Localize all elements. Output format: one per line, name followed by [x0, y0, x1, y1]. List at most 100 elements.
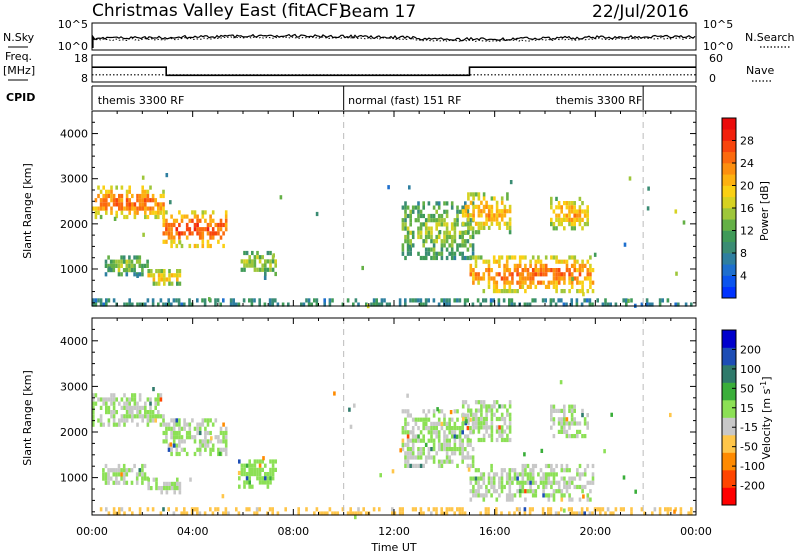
echo-cell — [565, 268, 569, 273]
echo-cell — [107, 511, 111, 516]
echo-cell — [144, 302, 147, 307]
echo-cell — [310, 302, 313, 307]
echo-cell — [404, 255, 407, 261]
echo-cell — [495, 507, 498, 512]
echo-cell — [146, 193, 150, 199]
echo-cell — [445, 459, 449, 464]
echo-cell — [477, 421, 481, 426]
echo-cell — [477, 484, 480, 490]
echo-cell — [163, 486, 166, 491]
echo-cell — [508, 480, 512, 485]
echo-cell — [117, 463, 121, 469]
echo-cell — [432, 205, 436, 210]
echo-cell — [544, 272, 548, 277]
echo-cell — [437, 302, 441, 307]
echo-cell — [526, 489, 530, 494]
echo-cell — [508, 255, 512, 260]
echo-cell — [406, 243, 410, 248]
echo-cell — [237, 302, 241, 307]
echo-cell — [443, 421, 446, 426]
echo-cell — [492, 255, 496, 260]
echo-cell — [555, 489, 558, 494]
echo-cell — [141, 476, 144, 481]
echo-cell — [128, 397, 131, 402]
echo-cell — [357, 507, 360, 512]
echo-cell — [658, 507, 662, 512]
echo-cell — [271, 302, 274, 307]
echo-cell — [422, 434, 425, 439]
echo-cell — [506, 408, 509, 413]
echo-cell — [422, 205, 425, 210]
echo-cell — [555, 280, 558, 285]
echo-cell — [193, 227, 197, 232]
echo-cell — [466, 442, 470, 447]
echo-cell — [490, 429, 494, 434]
echo-cell — [466, 255, 470, 261]
echo-cell — [172, 511, 176, 516]
echo-cell — [248, 484, 251, 489]
echo-cell — [147, 481, 150, 486]
echo-cell — [253, 463, 257, 468]
echo-cell — [256, 467, 259, 472]
echo-cell — [581, 434, 584, 439]
echo-cell — [472, 217, 475, 222]
echo-cell — [133, 405, 137, 410]
echo-cell — [133, 272, 136, 277]
echo-cell — [480, 437, 483, 443]
echo-cell — [201, 298, 204, 303]
echo-cell — [432, 447, 436, 452]
echo-cell — [578, 429, 582, 434]
echo-cell — [487, 480, 491, 485]
echo-cell — [513, 268, 517, 273]
echo-cell — [508, 472, 512, 477]
echo-cell — [469, 417, 472, 422]
echo-cell — [448, 243, 451, 248]
echo-cell — [487, 476, 491, 481]
echo-cell — [557, 201, 561, 206]
echo-cell — [105, 193, 108, 199]
echo-cell — [112, 422, 116, 427]
echo-cell — [440, 463, 444, 468]
echo-cell — [110, 210, 113, 215]
y-tick-label: 3000 — [60, 380, 88, 393]
colorbar-tick-label: 28 — [740, 135, 754, 148]
echo-cell — [406, 393, 409, 398]
echo-cell — [531, 463, 535, 469]
echo-cell — [526, 472, 530, 477]
echo-cell — [162, 210, 166, 215]
noise-tick-right-top: 10^5 — [703, 18, 733, 31]
echo-cell — [477, 480, 480, 485]
echo-cell — [445, 511, 449, 516]
echo-cell — [485, 213, 488, 218]
echo-cell — [537, 484, 540, 490]
time-axis-label: Time UT — [370, 541, 416, 554]
echo-cell — [484, 298, 488, 303]
echo-cell — [490, 404, 494, 409]
echo-cell — [165, 439, 168, 444]
echo-cell — [102, 468, 105, 473]
echo-cell — [523, 302, 527, 307]
echo-cell — [170, 418, 173, 423]
echo-cell — [581, 259, 584, 264]
echo-cell — [196, 422, 199, 427]
echo-cell — [204, 430, 207, 436]
echo-cell — [469, 412, 473, 417]
echo-cell — [445, 426, 449, 431]
echo-cell — [469, 455, 472, 460]
echo-cell — [516, 480, 519, 485]
echo-cell — [94, 210, 98, 215]
echo-cell — [435, 434, 438, 439]
echo-cell — [534, 489, 538, 494]
echo-cell — [143, 263, 147, 268]
echo-cell — [614, 302, 618, 307]
echo-cell — [144, 206, 147, 211]
echo-cell — [170, 481, 174, 486]
echo-cell — [264, 480, 267, 485]
echo-cell — [144, 410, 147, 415]
echo-cell — [490, 421, 494, 426]
echo-cell — [222, 447, 225, 452]
echo-cell — [547, 507, 550, 512]
echo-cell — [248, 467, 251, 472]
echo-cell — [450, 201, 454, 206]
echo-cell — [479, 511, 482, 516]
